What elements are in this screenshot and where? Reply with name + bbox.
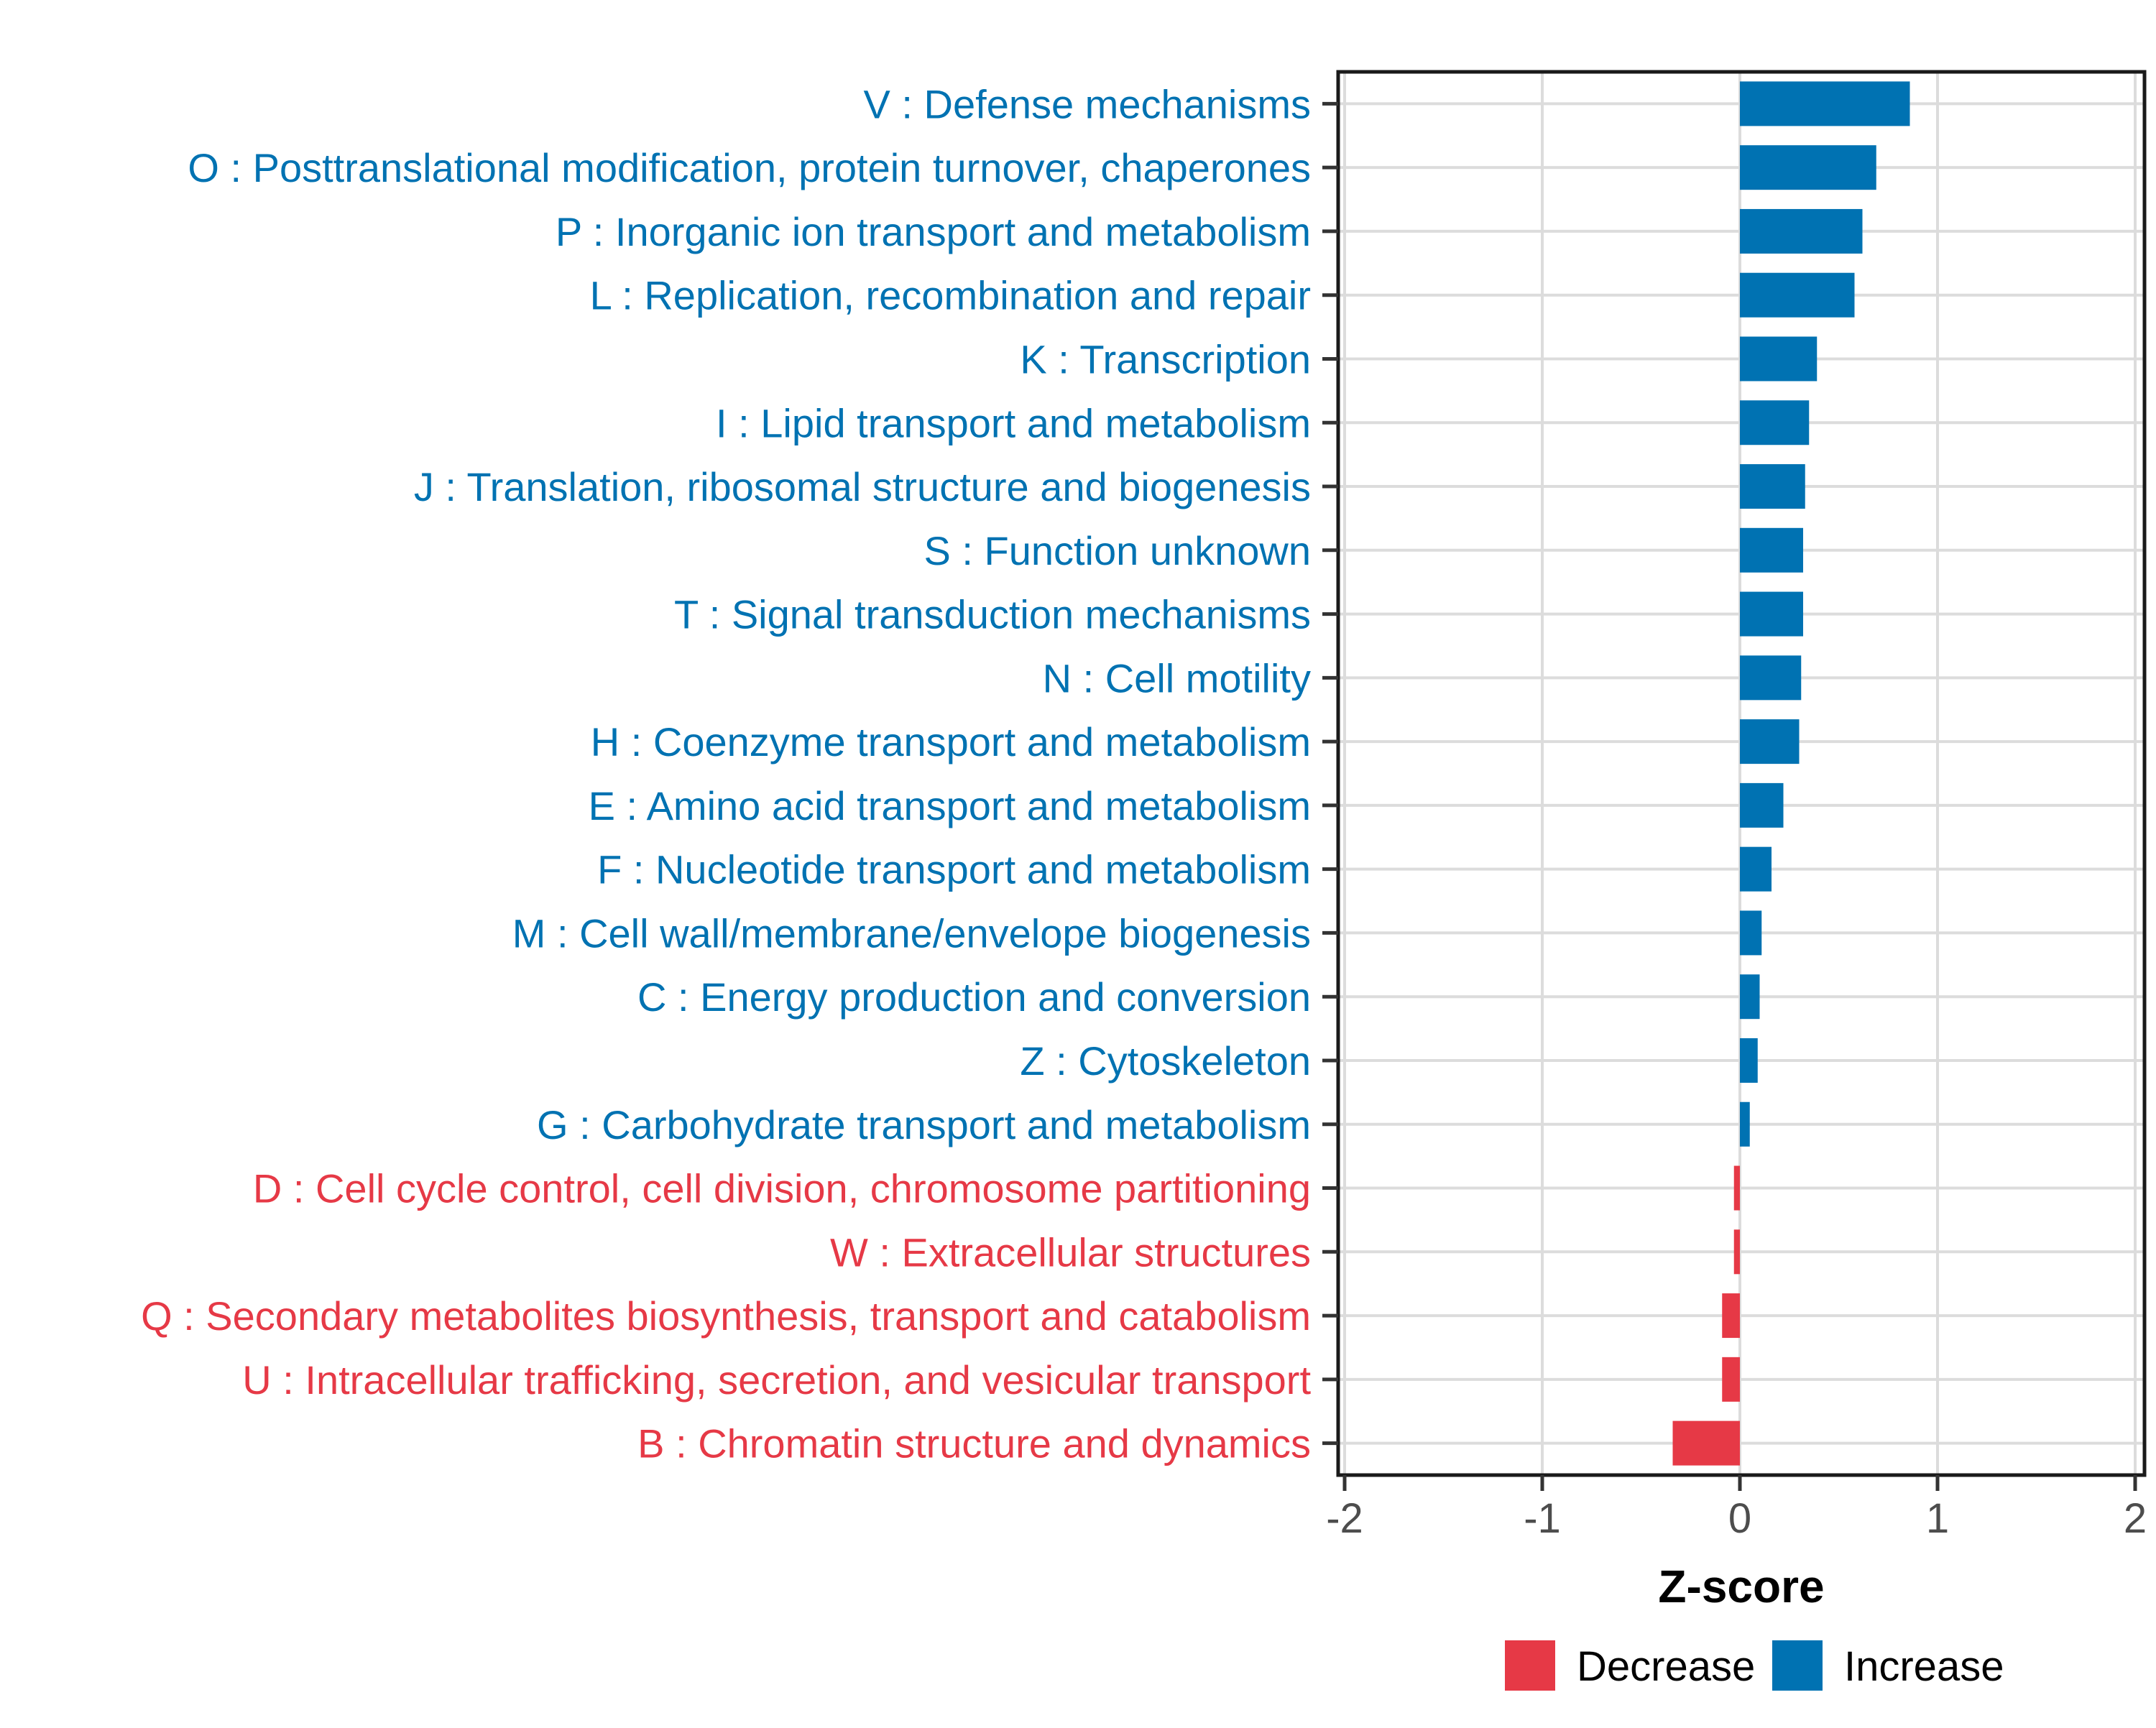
- category-label: T : Signal transduction mechanisms: [674, 592, 1311, 637]
- bar-J: [1740, 464, 1805, 509]
- category-label: E : Amino acid transport and metabolism: [589, 783, 1311, 828]
- bar-N: [1740, 655, 1802, 701]
- bar-K: [1740, 336, 1818, 382]
- category-label: M : Cell wall/membrane/envelope biogenes…: [512, 910, 1311, 956]
- category-label: F : Nucleotide transport and metabolism: [597, 847, 1311, 892]
- bar-L: [1740, 272, 1855, 318]
- bar-I: [1740, 400, 1810, 445]
- bar-G: [1740, 1101, 1750, 1147]
- category-label: K : Transcription: [1020, 336, 1311, 382]
- x-tick-label: 1: [1926, 1495, 1949, 1542]
- category-label: V : Defense mechanisms: [864, 81, 1311, 126]
- bar-V: [1740, 81, 1910, 126]
- bar-B: [1672, 1420, 1740, 1466]
- category-label: S : Function unknown: [923, 528, 1311, 573]
- bar-W: [1733, 1229, 1740, 1275]
- bar-F: [1740, 846, 1772, 892]
- category-label: G : Carbohydrate transport and metabolis…: [537, 1102, 1311, 1147]
- legend-key-increase: [1772, 1640, 1823, 1691]
- category-label: J : Translation, ribosomal structure and…: [414, 464, 1311, 509]
- category-label: D : Cell cycle control, cell division, c…: [253, 1166, 1311, 1211]
- bar-Z: [1740, 1038, 1758, 1083]
- category-label: Q : Secondary metabolites biosynthesis, …: [141, 1293, 1311, 1339]
- category-label: Z : Cytoskeleton: [1020, 1038, 1311, 1084]
- x-tick-label: -2: [1326, 1495, 1363, 1542]
- legend-label-decrease: Decrease: [1577, 1643, 1755, 1690]
- bar-E: [1740, 782, 1784, 828]
- category-label: W : Extracellular structures: [830, 1229, 1311, 1275]
- category-label: L : Replication, recombination and repai…: [590, 273, 1311, 318]
- category-label: I : Lipid transport and metabolism: [716, 400, 1311, 445]
- category-label: P : Inorganic ion transport and metaboli…: [556, 209, 1311, 254]
- category-label: C : Energy production and conversion: [637, 974, 1311, 1020]
- x-tick-label: 2: [2124, 1495, 2147, 1542]
- bar-U: [1722, 1357, 1740, 1402]
- category-label: O : Posttranslational modification, prot…: [188, 145, 1311, 190]
- legend-key-decrease: [1505, 1640, 1555, 1691]
- legend-label-increase: Increase: [1844, 1643, 2004, 1690]
- x-axis-title: Z-score: [1658, 1561, 1824, 1612]
- bar-D: [1733, 1165, 1740, 1211]
- bar-O: [1740, 145, 1876, 190]
- category-label: B : Chromatin structure and dynamics: [637, 1421, 1311, 1466]
- category-label: U : Intracellular trafficking, secretion…: [242, 1357, 1311, 1403]
- category-label: N : Cell motility: [1043, 655, 1311, 701]
- bar-P: [1740, 208, 1863, 254]
- bar-C: [1740, 974, 1760, 1020]
- bar-H: [1740, 719, 1800, 764]
- bar-Q: [1722, 1293, 1740, 1339]
- bar-T: [1740, 591, 1803, 637]
- x-tick-label: -1: [1524, 1495, 1561, 1542]
- category-label: H : Coenzyme transport and metabolism: [591, 719, 1311, 764]
- x-tick-label: 0: [1728, 1495, 1751, 1542]
- bar-M: [1740, 910, 1762, 956]
- bar-S: [1740, 527, 1803, 573]
